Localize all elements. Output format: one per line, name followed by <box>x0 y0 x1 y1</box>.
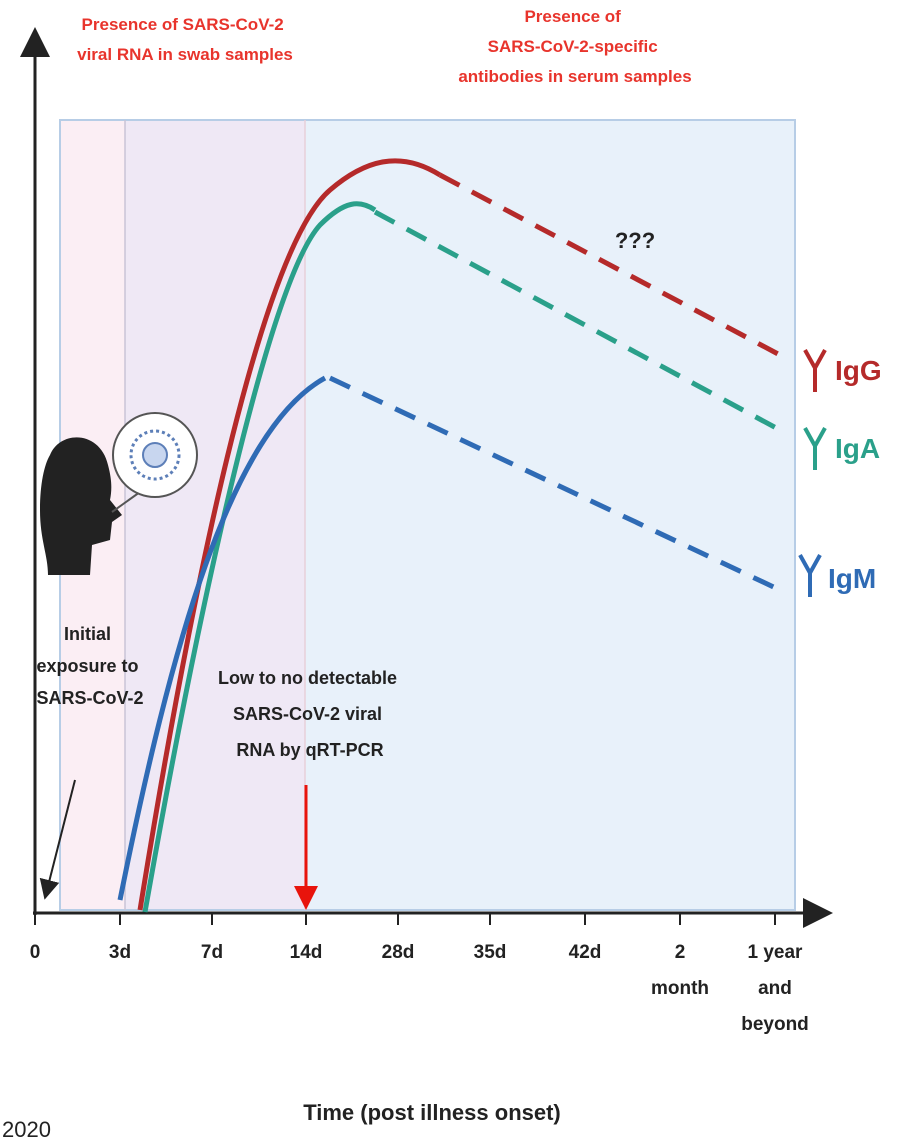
x-tick-label: 42d <box>569 942 602 963</box>
exposure-label: Initial exposure to SARS-CoV-2 <box>36 624 143 708</box>
detection-line: Low to no detectable <box>218 668 397 688</box>
x-tick-label: 14d <box>290 942 323 963</box>
unknown-label: ??? <box>615 228 655 253</box>
serum-label-line: antibodies in serum samples <box>458 67 691 86</box>
x-tick-label: 2 month <box>651 942 709 999</box>
serum-label-line: Presence of <box>524 7 621 26</box>
iga-curve <box>142 201 377 913</box>
x-tick-label-line: and <box>758 978 792 999</box>
pointer <box>111 491 141 513</box>
x-tick-label: 28d <box>382 942 415 963</box>
person-icon <box>40 437 122 575</box>
serum-label: Presence of SARS-CoV-2-specific antibodi… <box>458 7 691 86</box>
exposure-line: SARS-CoV-2 <box>36 688 143 708</box>
antibody-icon <box>803 427 827 470</box>
exposure-line: Initial <box>64 624 111 644</box>
x-tick-label-line: 3d <box>109 942 131 963</box>
x-tick-label: 1 year and beyond <box>741 942 809 1035</box>
x-tick-label: 35d <box>474 942 507 963</box>
virus-core <box>142 442 168 468</box>
x-tick-label-line: 14d <box>290 942 323 963</box>
x-tick-label-line: 42d <box>569 942 602 963</box>
swab-label: Presence of SARS-CoV-2 viral RNA in swab… <box>77 15 293 64</box>
x-tick-label-line: 1 year <box>748 942 804 963</box>
x-tick-label-line: 0 <box>30 942 41 963</box>
exposure-arrow <box>39 779 76 900</box>
legend-label: IgM <box>828 563 876 594</box>
serum-label-line: SARS-CoV-2-specific <box>488 37 658 56</box>
iga-projection <box>373 209 782 433</box>
x-tick-label-line: 7d <box>201 942 223 963</box>
antibody-icon <box>803 349 827 392</box>
igm-projection <box>328 375 782 593</box>
x-ticks: 0 3d 7d 14d 28d 35d 42d 2 month 1 year and beyond <box>30 913 809 1035</box>
detection-label: Low to no detectable SARS-CoV-2 viral RN… <box>218 668 402 760</box>
virus-icon <box>129 429 181 481</box>
legend-label: IgG <box>835 355 882 386</box>
detection-line: SARS-CoV-2 viral <box>233 704 382 724</box>
x-tick-label-line: beyond <box>741 1014 809 1035</box>
legend: IgG IgA IgM <box>798 349 882 597</box>
x-tick-label-line: 35d <box>474 942 507 963</box>
x-tick-label-line: 2 <box>675 942 686 963</box>
legend-label: IgA <box>835 433 880 464</box>
igg-curve <box>137 158 442 911</box>
x-tick-label: 0 <box>30 942 41 963</box>
igg-projection <box>438 172 782 358</box>
footer-year: 2020 <box>2 1117 51 1137</box>
exposure-line: exposure to <box>36 656 138 676</box>
igm-curve <box>117 375 327 901</box>
detection-line: RNA by qRT-PCR <box>236 740 383 760</box>
x-tick-label-line: month <box>651 978 709 999</box>
x-tick-label: 7d <box>201 942 223 963</box>
x-axis-title: Time (post illness onset) <box>303 1100 561 1125</box>
phase-serum <box>305 120 795 910</box>
x-tick-label: 3d <box>109 942 131 963</box>
swab-label-line: Presence of SARS-CoV-2 <box>82 15 284 34</box>
swab-label-line: viral RNA in swab samples <box>77 45 293 64</box>
antibody-icon <box>798 554 822 597</box>
x-tick-label-line: 28d <box>382 942 415 963</box>
